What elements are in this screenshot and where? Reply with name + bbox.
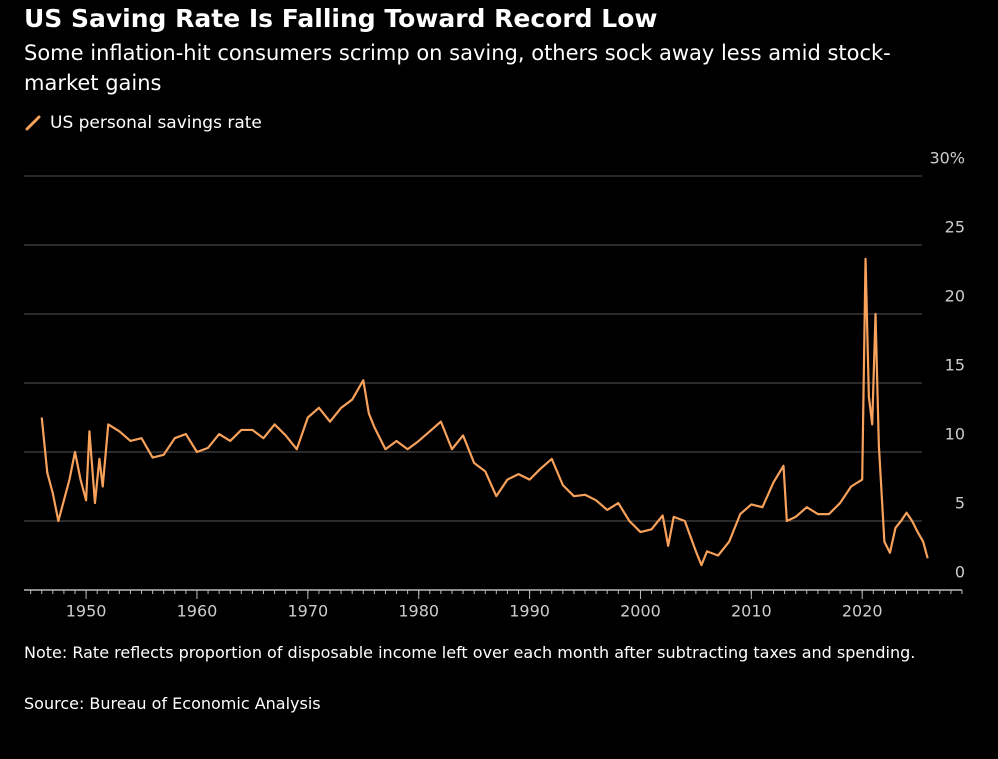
- y-tick-label: 15: [945, 356, 965, 375]
- x-tick-label: 1990: [509, 602, 550, 621]
- x-tick-label: 1970: [287, 602, 328, 621]
- x-tick-label: 1980: [398, 602, 439, 621]
- source: Source: Bureau of Economic Analysis: [24, 694, 321, 713]
- y-tick-label: 20: [945, 287, 965, 306]
- x-tick-label: 1950: [66, 602, 107, 621]
- chart-title: US Saving Rate Is Falling Toward Record …: [24, 4, 658, 33]
- x-tick-label: 2020: [842, 602, 883, 621]
- y-tick-label: 25: [945, 218, 965, 237]
- legend-swatch: [25, 115, 41, 131]
- y-tick-label: 30%: [929, 149, 965, 168]
- chart-subtitle: Some inflation-hit consumers scrimp on s…: [24, 41, 891, 95]
- y-tick-label: 0: [955, 563, 965, 582]
- line-series: [40, 257, 929, 567]
- x-tick-label: 1960: [177, 602, 218, 621]
- note: Note: Rate reflects proportion of dispos…: [24, 643, 916, 662]
- x-tick-label: 2000: [620, 602, 661, 621]
- x-tick-label: 2010: [731, 602, 772, 621]
- y-tick-label: 10: [945, 425, 965, 444]
- legend: US personal savings rate: [24, 113, 262, 133]
- y-tick-label: 5: [955, 494, 965, 513]
- legend-label: US personal savings rate: [50, 113, 262, 133]
